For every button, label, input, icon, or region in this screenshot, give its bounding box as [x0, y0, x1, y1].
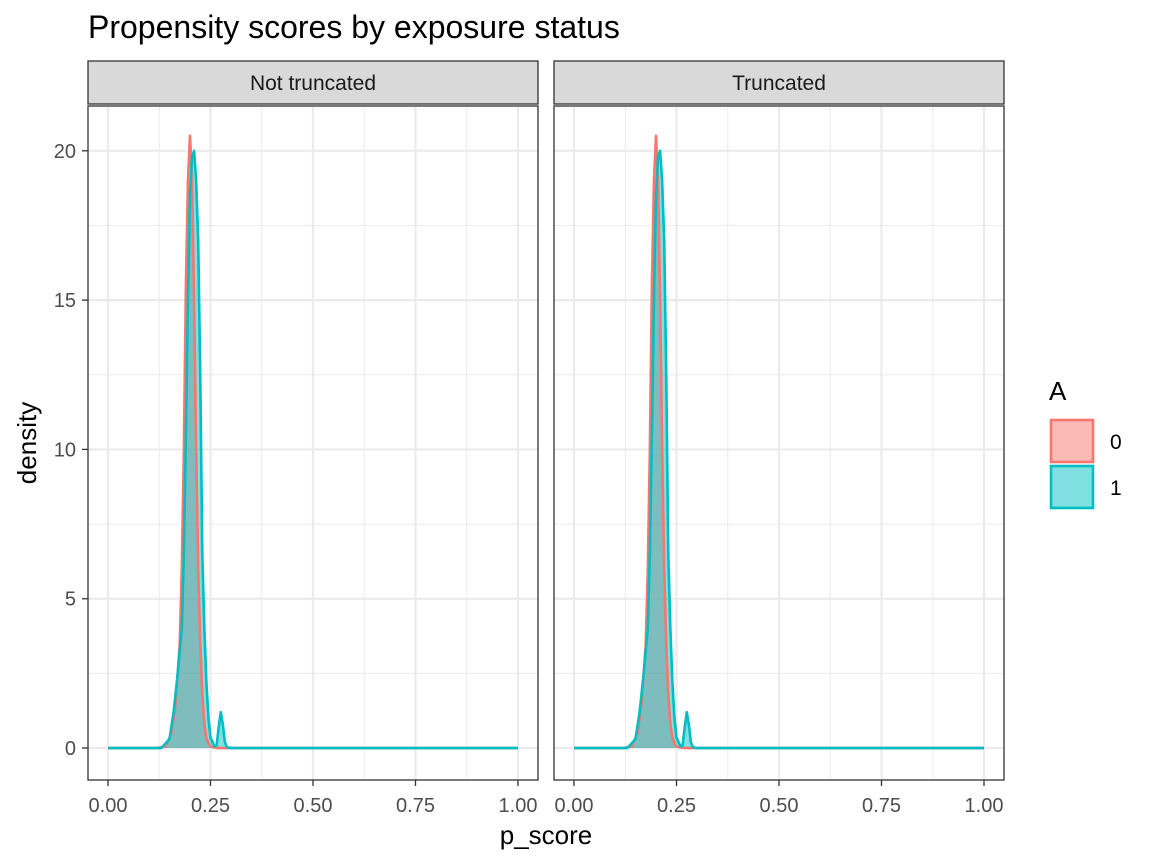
- legend-title: A: [1049, 376, 1067, 406]
- x-tick-label: 0.75: [862, 795, 901, 817]
- chart-title: Propensity scores by exposure status: [88, 9, 620, 45]
- y-axis: 0 5 10 15 20: [54, 141, 88, 760]
- x-tick-label: 0.00: [89, 795, 128, 817]
- y-tick-label: 0: [65, 738, 76, 760]
- legend: A 0 1: [1049, 376, 1122, 510]
- y-tick-label: 5: [65, 589, 76, 611]
- x-tick-label: 1.00: [965, 795, 1004, 817]
- legend-label-1: 1: [1110, 477, 1122, 500]
- x-tick-label: 1.00: [499, 795, 538, 817]
- facet-panel-1: Not truncated 0.00 0.25 0.50 0.75 1.00: [87, 60, 539, 817]
- x-axis-title: p_score: [500, 820, 593, 850]
- x-tick-label: 0.25: [191, 795, 230, 817]
- y-tick-label: 20: [54, 141, 76, 163]
- x-tick-label: 0.75: [396, 795, 435, 817]
- facet-strip: [87, 60, 539, 105]
- x-tick-label: 0.00: [555, 795, 594, 817]
- density-area-1: [108, 150, 518, 749]
- legend-label-0: 0: [1110, 431, 1122, 454]
- legend-key-1: [1049, 464, 1095, 510]
- x-tick-label: 0.50: [760, 795, 799, 817]
- y-tick-label: 10: [54, 439, 76, 461]
- facet-strip: [553, 60, 1005, 105]
- facet-panel-2: Truncated 0.00 0.25 0.50 0.75 1.00: [553, 60, 1005, 817]
- facet-strip-label: Not truncated: [250, 72, 376, 95]
- facet-strip-label: Truncated: [732, 72, 826, 95]
- y-tick-label: 15: [54, 290, 76, 312]
- density-area-1: [574, 150, 984, 749]
- y-axis-title: density: [12, 402, 42, 484]
- x-tick-label: 0.50: [294, 795, 333, 817]
- legend-key-0: [1049, 418, 1095, 464]
- density-line-1: [574, 149, 984, 750]
- density-line-1: [108, 149, 518, 750]
- x-tick-label: 0.25: [657, 795, 696, 817]
